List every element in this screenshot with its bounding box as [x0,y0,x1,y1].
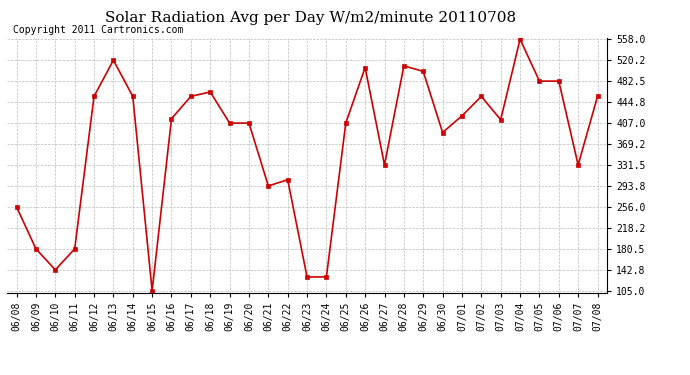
Text: Copyright 2011 Cartronics.com: Copyright 2011 Cartronics.com [13,25,184,35]
Text: Solar Radiation Avg per Day W/m2/minute 20110708: Solar Radiation Avg per Day W/m2/minute … [105,11,516,25]
